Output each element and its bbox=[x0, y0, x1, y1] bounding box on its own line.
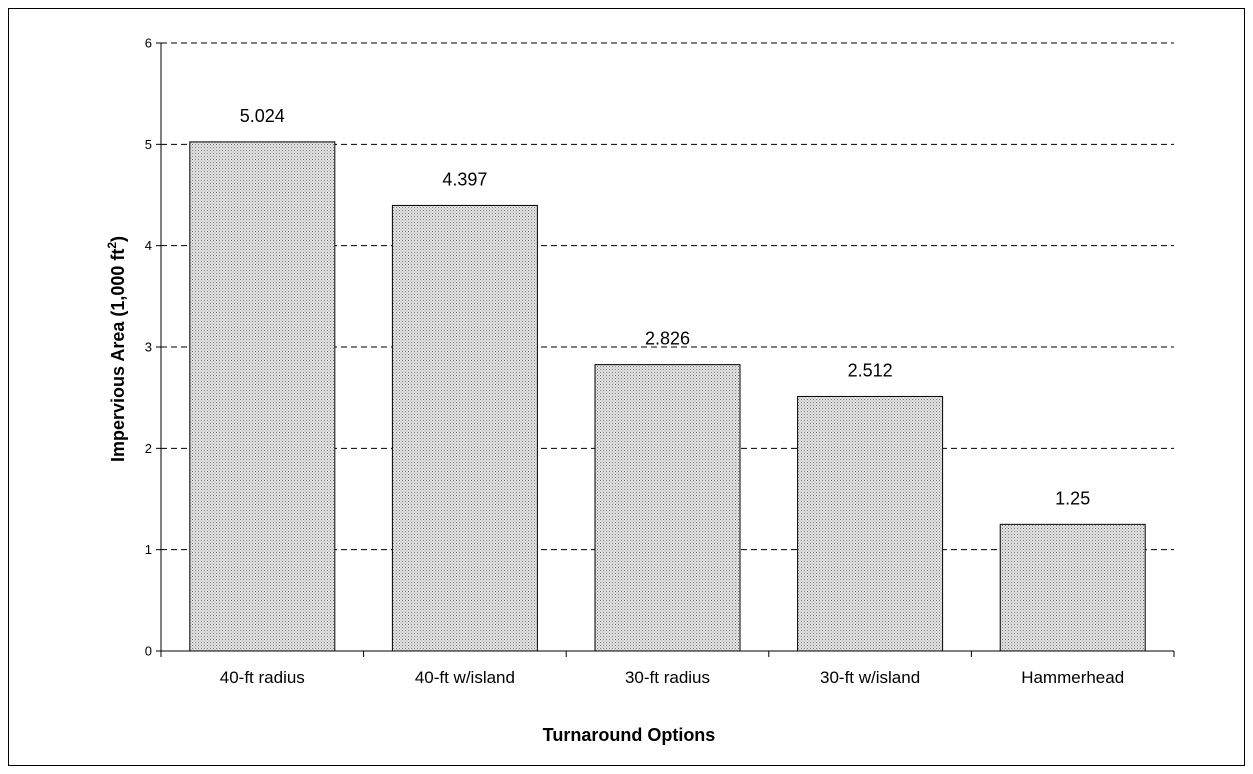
bar bbox=[999, 523, 1146, 652]
bar bbox=[391, 204, 538, 652]
y-axis-title-superscript: 2 bbox=[105, 242, 119, 249]
x-tick-label: 40-ft radius bbox=[220, 668, 305, 687]
y-tick-label: 4 bbox=[145, 238, 152, 253]
x-tick-label: 40-ft w/island bbox=[415, 668, 515, 687]
y-tick-label: 0 bbox=[145, 644, 152, 659]
chart-frame: 0 1 2 3 4 5 6 5.024 40-ft radius 4.397 40-ft w/isl… bbox=[8, 8, 1245, 766]
bar bbox=[797, 395, 944, 652]
bar bbox=[594, 364, 741, 652]
bar bbox=[189, 141, 336, 652]
x-tick-label: 30-ft radius bbox=[625, 668, 710, 687]
x-tick-label: 30-ft w/island bbox=[820, 668, 920, 687]
bar-chart: 0 1 2 3 4 5 6 5.024 40-ft radius 4.397 40-ft w/isl… bbox=[105, 36, 1175, 745]
data-label: 1.25 bbox=[1055, 488, 1090, 508]
x-tick-label: Hammerhead bbox=[1021, 668, 1124, 687]
y-tick-label: 6 bbox=[145, 36, 152, 51]
y-tick-label: 2 bbox=[145, 441, 152, 456]
data-label: 4.397 bbox=[442, 169, 487, 189]
y-axis-title: Impervious Area (1,000 ft2) bbox=[105, 236, 128, 462]
y-axis-title-main: Impervious Area (1,000 ft bbox=[108, 249, 128, 462]
data-label: 2.826 bbox=[645, 329, 690, 349]
y-axis-title-end: ) bbox=[108, 236, 128, 242]
data-label: 2.512 bbox=[848, 360, 893, 380]
y-tick-label: 5 bbox=[145, 137, 152, 152]
y-tick-label: 3 bbox=[145, 340, 152, 355]
data-label: 5.024 bbox=[240, 106, 285, 126]
x-axis-title: Turnaround Options bbox=[543, 725, 716, 745]
bars bbox=[189, 141, 1146, 652]
y-tick-label: 1 bbox=[145, 542, 152, 557]
labels: 0 1 2 3 4 5 6 5.024 40-ft radius 4.397 40-ft w/isl… bbox=[145, 36, 1124, 688]
axes bbox=[156, 42, 1175, 657]
